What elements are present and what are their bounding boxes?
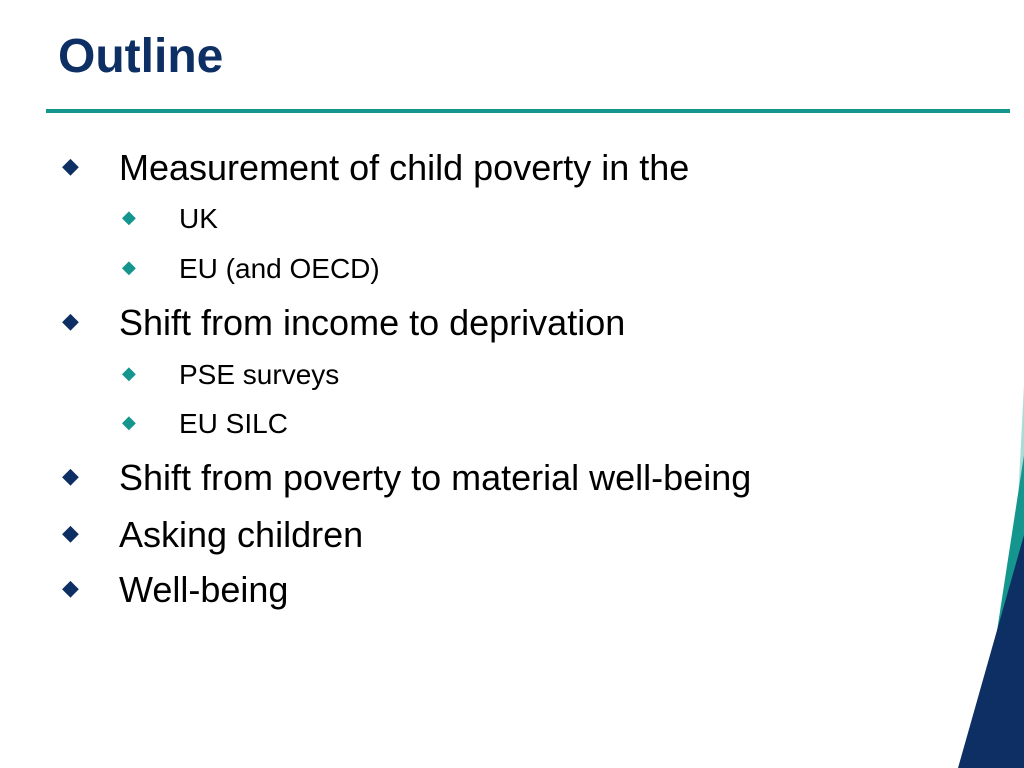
sub-bullet-item: ◆ EU SILC: [122, 407, 288, 441]
bullet-item: ◆ Measurement of child poverty in the: [62, 147, 690, 189]
bullet-text: Shift from income to deprivation: [119, 302, 626, 343]
bullet-text: Well-being: [119, 569, 289, 610]
diamond-icon: ◆: [62, 154, 79, 179]
sub-bullet-text: UK: [179, 203, 218, 234]
navy-stripe: [958, 535, 1024, 768]
diamond-icon: ◆: [62, 576, 79, 601]
bullet-text: Shift from poverty to material well-bein…: [119, 457, 752, 498]
sub-bullet-text: PSE surveys: [179, 359, 340, 390]
diamond-icon: ◆: [122, 207, 136, 228]
bullet-item: ◆ Well-being: [62, 569, 289, 611]
bullet-item: ◆ Shift from income to deprivation: [62, 302, 626, 344]
diamond-icon: ◆: [122, 257, 136, 278]
bullet-item: ◆ Shift from poverty to material well-be…: [62, 457, 752, 499]
sub-bullet-text: EU SILC: [179, 408, 288, 439]
diamond-icon: ◆: [62, 309, 79, 334]
title-divider: [46, 109, 1010, 113]
sub-bullet-text: EU (and OECD): [179, 253, 380, 284]
bullet-item: ◆ Asking children: [62, 514, 364, 556]
sub-bullet-item: ◆ UK: [122, 202, 218, 236]
diamond-icon: ◆: [122, 412, 136, 433]
sub-bullet-item: ◆ PSE surveys: [122, 358, 340, 392]
bullet-text: Asking children: [119, 514, 364, 555]
sub-bullet-item: ◆ EU (and OECD): [122, 252, 380, 286]
diamond-icon: ◆: [62, 521, 79, 546]
bullet-text: Measurement of child poverty in the: [119, 147, 690, 188]
diamond-icon: ◆: [122, 363, 136, 384]
diamond-icon: ◆: [62, 464, 79, 489]
slide-title: Outline: [58, 30, 224, 83]
